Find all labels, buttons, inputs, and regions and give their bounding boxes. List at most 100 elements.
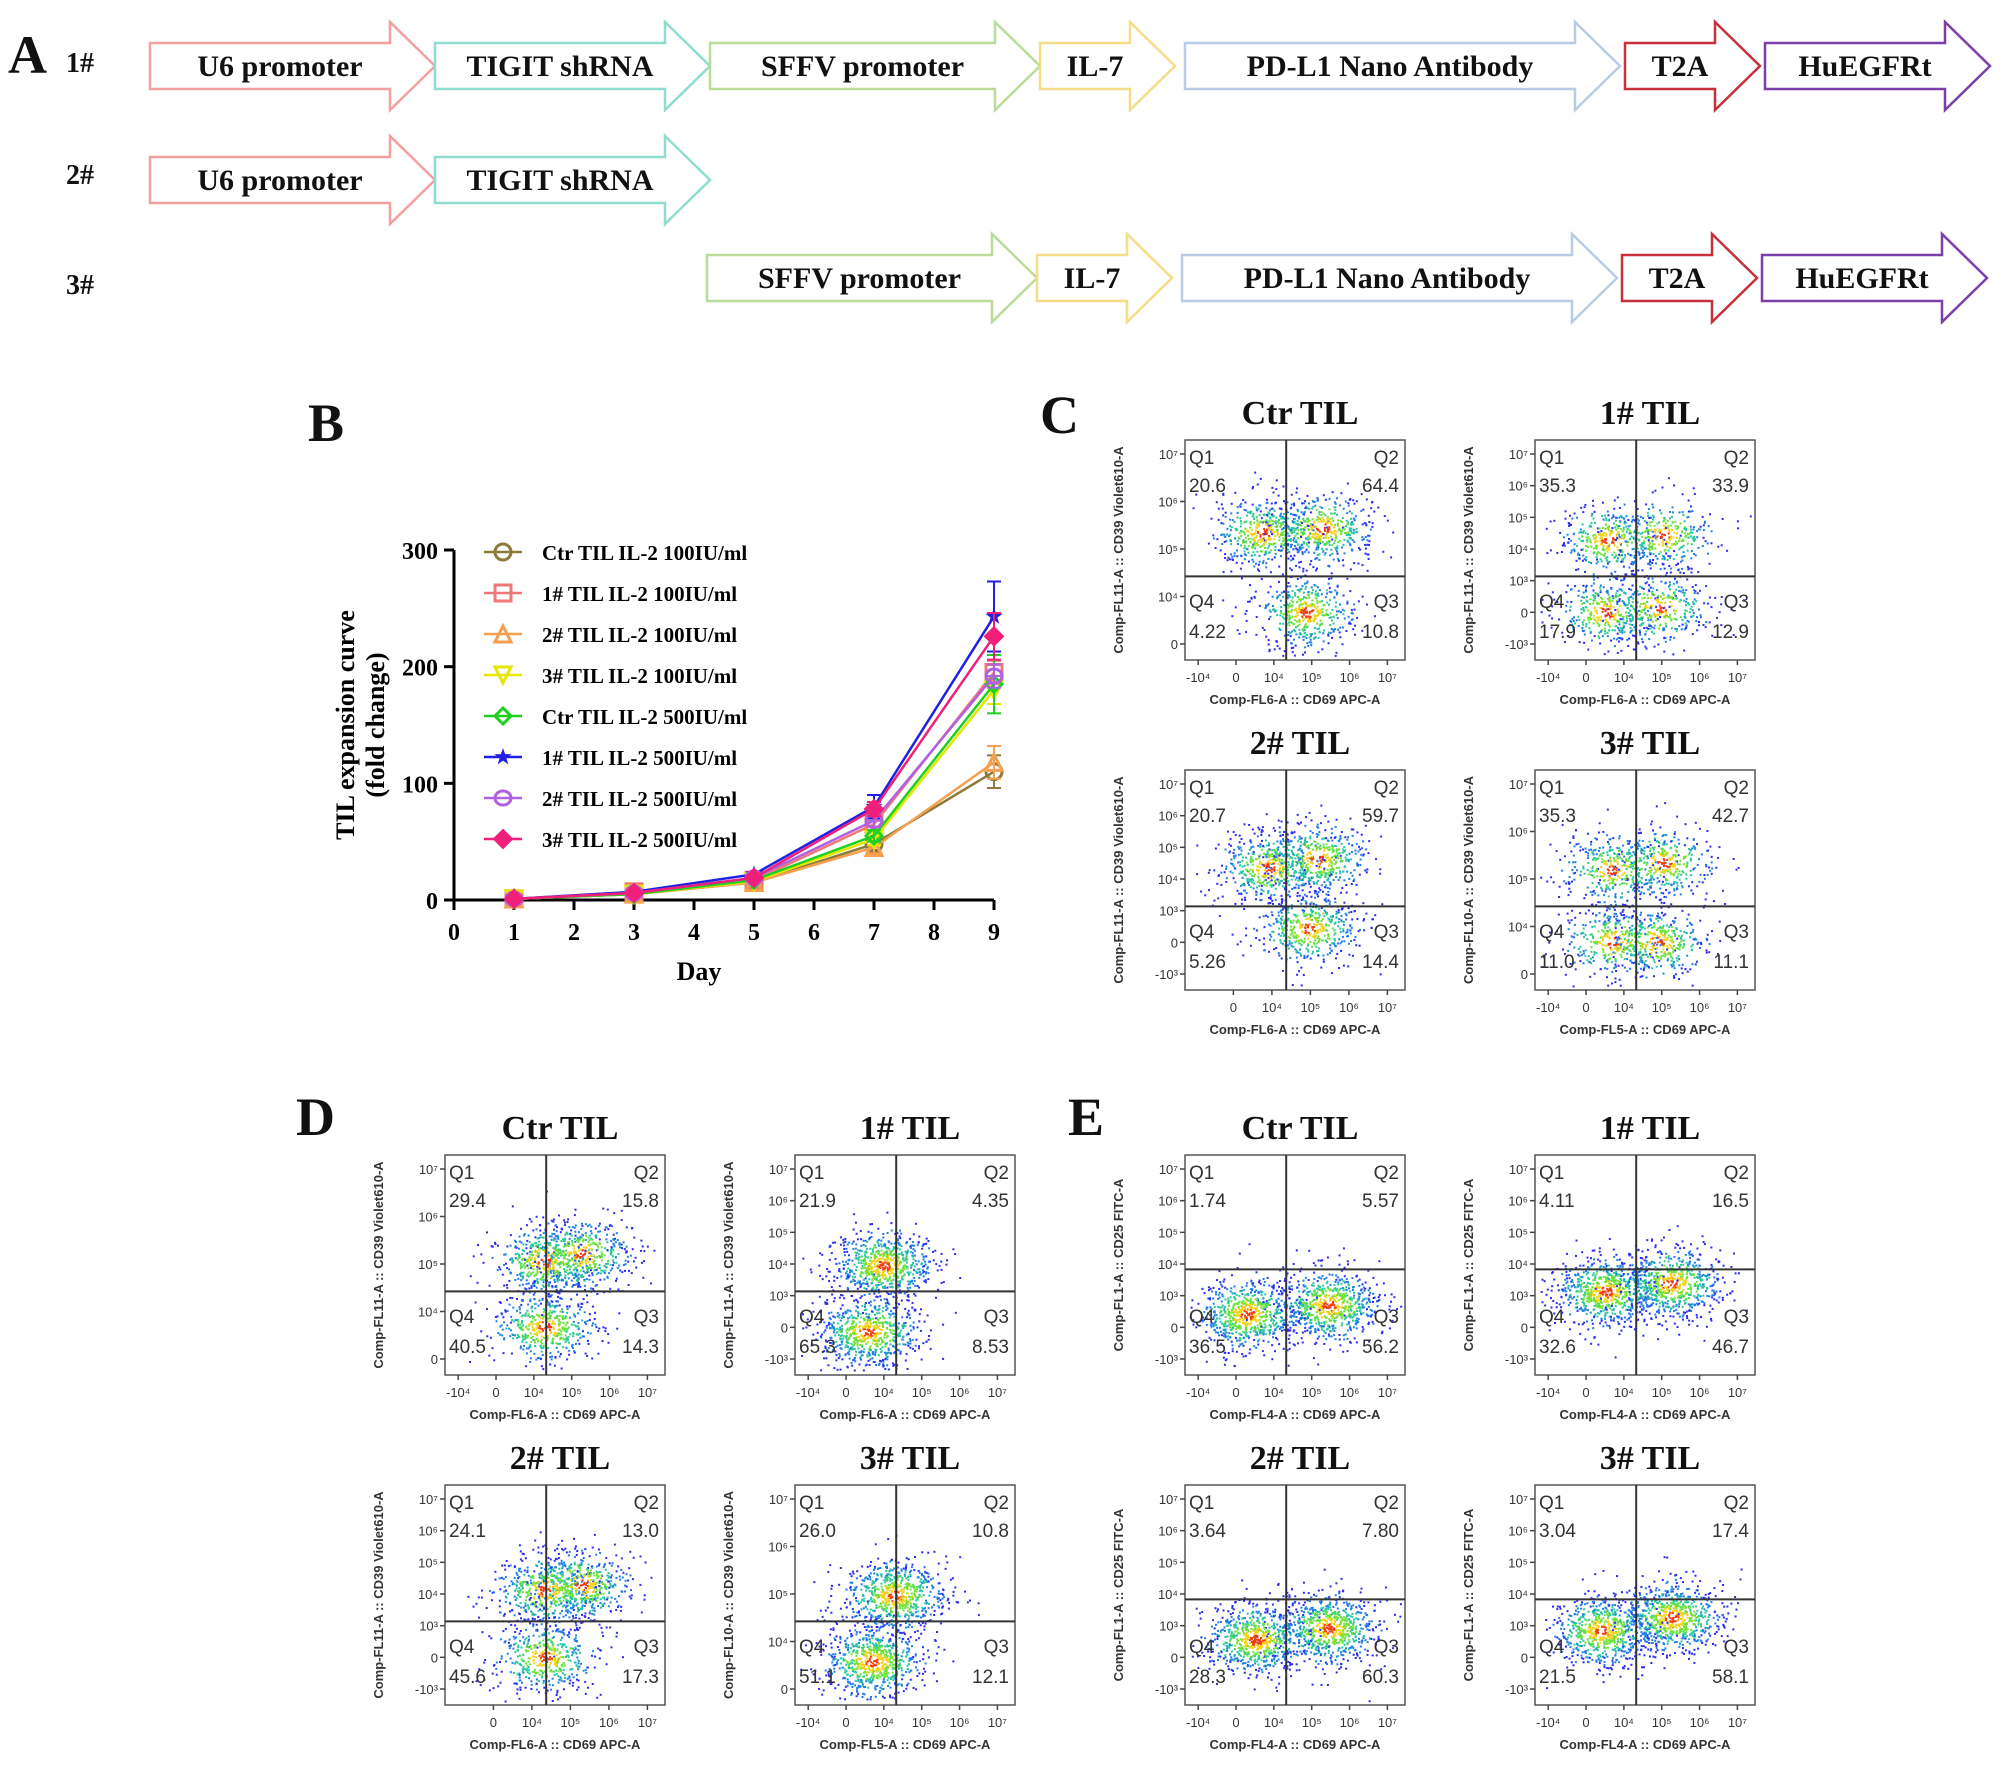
event-dot [1638, 629, 1641, 632]
event-dot [1614, 625, 1617, 628]
event-dot [1260, 862, 1263, 865]
event-dot [1270, 911, 1273, 914]
event-dot [1618, 588, 1621, 591]
event-dot [1608, 560, 1611, 563]
event-dot [1325, 526, 1328, 529]
event-dot [1707, 525, 1710, 528]
event-dot [1298, 629, 1301, 631]
event-dot [1329, 868, 1332, 871]
event-dot [1269, 874, 1272, 877]
event-dot [1583, 629, 1586, 632]
event-dot [1252, 879, 1255, 882]
event-dot [1282, 654, 1285, 657]
event-dot [1297, 860, 1300, 863]
event-dot [1655, 599, 1658, 601]
event-dot [1590, 562, 1593, 564]
event-dot [1616, 537, 1619, 540]
event-dot [1292, 875, 1295, 878]
event-dot [1266, 860, 1269, 863]
event-dot [1309, 638, 1312, 641]
event-dot [1705, 585, 1708, 588]
event-dot [1246, 514, 1249, 517]
event-dot [1346, 482, 1349, 485]
event-dot [1240, 535, 1243, 537]
event-dot [1645, 529, 1648, 532]
event-dot [1702, 624, 1705, 626]
event-dot [1663, 549, 1666, 552]
event-dot [1324, 829, 1327, 832]
event-dot [1627, 525, 1630, 528]
event-dot [1595, 552, 1598, 555]
event-dot [1562, 543, 1565, 546]
event-dot [1596, 540, 1599, 543]
event-dot [1339, 835, 1342, 838]
event-dot [1277, 494, 1280, 497]
event-dot [1322, 958, 1325, 961]
event-dot [1258, 560, 1261, 563]
event-dot [1650, 596, 1653, 599]
event-dot [1307, 926, 1309, 929]
event-dot [1265, 604, 1268, 607]
event-dot [1340, 950, 1343, 952]
event-dot [1249, 584, 1251, 587]
event-dot [1288, 890, 1291, 893]
event-dot [1616, 546, 1619, 549]
event-dot [1326, 613, 1329, 616]
event-dot [1334, 509, 1337, 512]
event-dot [1632, 537, 1635, 540]
event-dot [1348, 527, 1351, 530]
event-dot [1313, 605, 1316, 607]
event-dot [1355, 883, 1358, 886]
event-dot [1249, 944, 1252, 947]
event-dot [1652, 581, 1654, 584]
event-dot [1300, 546, 1303, 549]
event-dot [1647, 616, 1649, 619]
event-dot [1287, 872, 1290, 875]
event-dot [1252, 851, 1255, 853]
event-dot [1681, 546, 1683, 548]
event-dot [1693, 493, 1696, 495]
event-dot [1299, 603, 1302, 606]
event-dot [1675, 536, 1678, 539]
event-dot [1323, 926, 1325, 929]
event-dot [1360, 509, 1363, 512]
event-dot [1355, 843, 1358, 845]
event-dot [1362, 902, 1365, 905]
event-dot [1251, 828, 1254, 831]
event-dot [1327, 564, 1330, 567]
event-dot [1258, 879, 1261, 882]
event-dot [1629, 861, 1632, 863]
event-dot [1310, 901, 1313, 904]
event-dot [1263, 949, 1266, 952]
event-dot [1255, 506, 1258, 509]
event-dot [1710, 530, 1713, 533]
event-dot [1262, 560, 1265, 563]
event-dot [1273, 893, 1276, 896]
event-dot [1629, 524, 1632, 527]
event-dot [1606, 556, 1609, 559]
event-dot [1608, 529, 1611, 532]
event-dot [1341, 887, 1344, 890]
event-dot [1313, 536, 1316, 539]
event-dot [1569, 624, 1572, 626]
event-dot [1686, 532, 1689, 535]
event-dot [1284, 853, 1287, 856]
event-dot [1592, 622, 1595, 625]
event-dot [1572, 985, 1575, 988]
event-dot [1338, 840, 1341, 842]
event-dot [1287, 849, 1290, 851]
marker-diamond [492, 705, 514, 727]
event-dot [1281, 900, 1284, 902]
event-dot [1619, 521, 1622, 524]
event-dot [1673, 636, 1676, 639]
event-dot [1271, 513, 1274, 516]
event-dot [1313, 533, 1316, 536]
event-dot [1305, 637, 1308, 640]
event-dot [1236, 516, 1239, 519]
event-dot [1592, 594, 1595, 597]
event-dot [1270, 894, 1273, 897]
event-dot [1582, 608, 1585, 611]
event-dot [1342, 559, 1344, 562]
event-dot [1331, 552, 1334, 555]
x-tick-label: -10⁴ [1186, 670, 1210, 685]
